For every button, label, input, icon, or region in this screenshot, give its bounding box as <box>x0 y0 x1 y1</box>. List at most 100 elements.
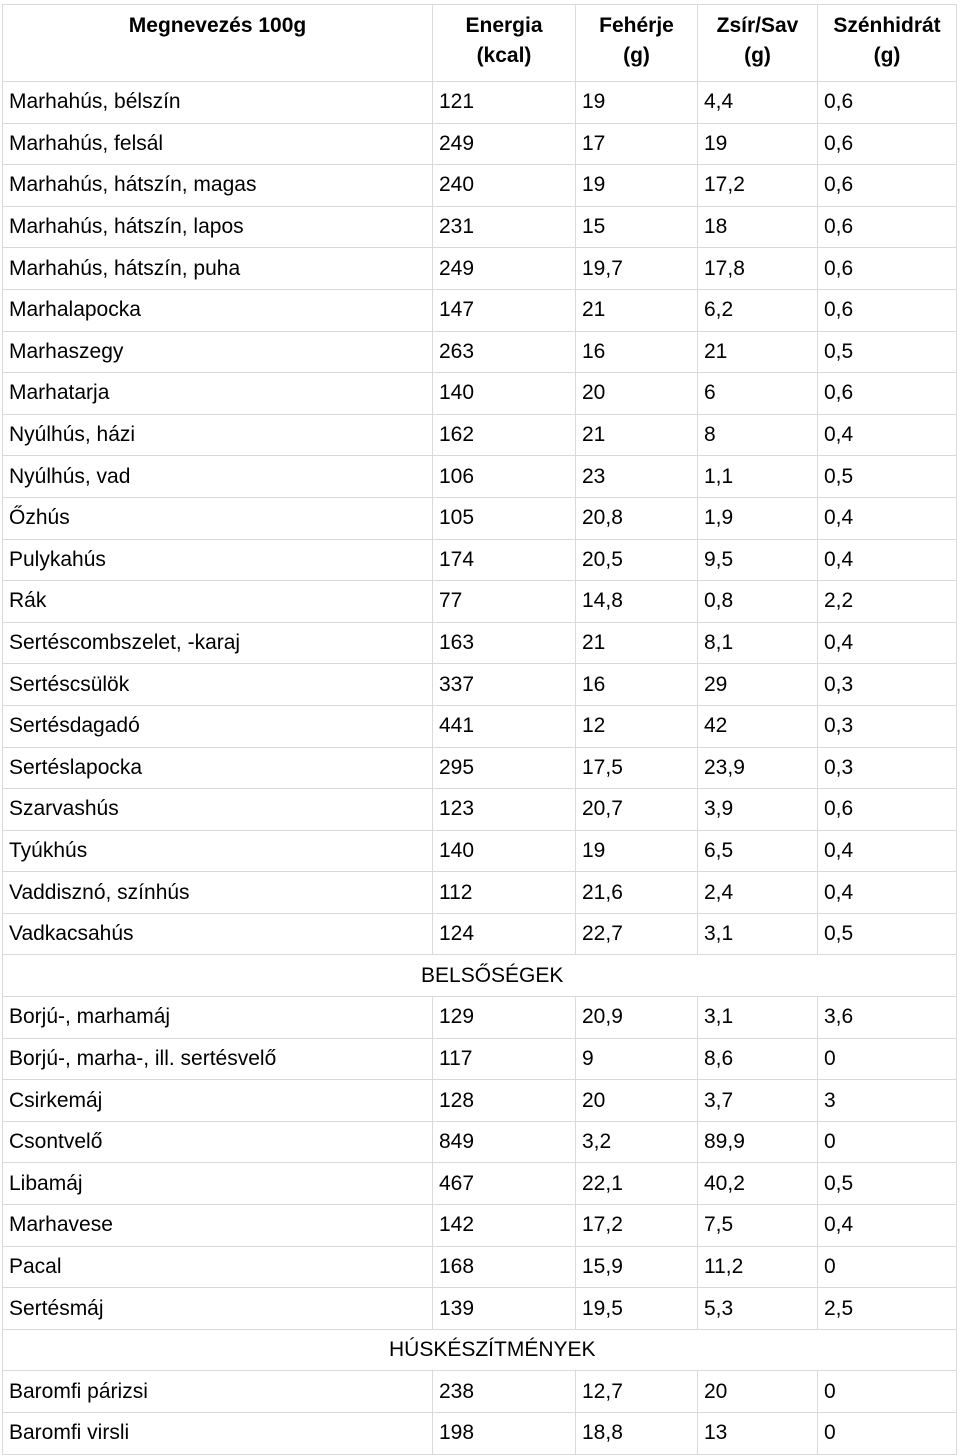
table-row: Csontvelő 849 3,2 89,9 0 <box>2 1120 957 1164</box>
header-carbohydrate: Szénhidrát (g) <box>817 4 957 82</box>
cell-energy: 123 <box>432 788 576 831</box>
table-header: Megnevezés 100g Energia (kcal) Fehérje (g)… <box>2 4 957 82</box>
nutrition-table: Megnevezés 100g Energia (kcal) Fehérje (g)… <box>2 4 957 1455</box>
cell-fat: 89,9 <box>697 1120 818 1164</box>
cell-energy: 121 <box>432 81 576 124</box>
cell-carbohydrate: 0,6 <box>817 788 957 831</box>
table-row: Sertésdagadó 441 12 42 0,3 <box>2 704 957 748</box>
cell-energy: 174 <box>432 538 576 582</box>
cell-protein: 12 <box>575 704 698 748</box>
cell-carbohydrate: 0,6 <box>817 372 957 415</box>
cell-protein: 16 <box>575 663 698 706</box>
cell-fat: 19 <box>697 122 818 166</box>
cell-carbohydrate: 0,4 <box>817 496 957 540</box>
cell-protein: 20,9 <box>575 996 698 1039</box>
cell-carbohydrate: 0,6 <box>817 288 957 332</box>
cell-name: Marhatarja <box>2 372 433 415</box>
cell-carbohydrate: 0,6 <box>817 205 957 249</box>
cell-carbohydrate: 0 <box>817 1037 957 1081</box>
cell-name: Vaddisznó, színhús <box>2 871 433 914</box>
table-row: Marhahús, bélszín 121 19 4,4 0,6 <box>2 81 957 124</box>
cell-protein: 20 <box>575 372 698 415</box>
cell-fat: 7,5 <box>697 1204 818 1247</box>
cell-name: Marhalapocka <box>2 288 433 332</box>
cell-carbohydrate: 0 <box>817 1245 957 1289</box>
cell-carbohydrate: 0,5 <box>817 1162 957 1206</box>
cell-energy: 140 <box>432 829 576 873</box>
cell-carbohydrate: 0,3 <box>817 663 957 706</box>
table-row: Sertésmáj 139 19,5 5,3 2,5 <box>2 1287 957 1330</box>
table-row: Libamáj 467 22,1 40,2 0,5 <box>2 1162 957 1206</box>
cell-fat: 3,1 <box>697 996 818 1039</box>
cell-energy: 467 <box>432 1162 576 1206</box>
section-label: BELSŐSÉGEK <box>421 963 564 987</box>
cell-fat: 4,4 <box>697 81 818 124</box>
cell-protein: 23 <box>575 455 698 498</box>
cell-name: Csirkemáj <box>2 1079 433 1122</box>
section-label: HÚSKÉSZÍTMÉNYEK <box>389 1338 596 1362</box>
cell-energy: 249 <box>432 122 576 166</box>
cell-carbohydrate: 3,6 <box>817 996 957 1039</box>
table-row: Tyúkhús 140 19 6,5 0,4 <box>2 829 957 873</box>
cell-carbohydrate: 2,5 <box>817 1287 957 1330</box>
cell-energy: 231 <box>432 205 576 249</box>
cell-energy: 337 <box>432 663 576 706</box>
cell-fat: 8,1 <box>697 621 818 665</box>
cell-name: Pacal <box>2 1245 433 1289</box>
cell-energy: 106 <box>432 455 576 498</box>
cell-protein: 20,7 <box>575 788 698 831</box>
cell-protein: 21,6 <box>575 871 698 914</box>
header-fat: Zsír/Sav (g) <box>697 4 818 82</box>
cell-name: Csontvelő <box>2 1120 433 1164</box>
cell-carbohydrate: 0,3 <box>817 746 957 790</box>
cell-name: Tyúkhús <box>2 829 433 873</box>
table-row: Marhahús, felsál 249 17 19 0,6 <box>2 122 957 166</box>
cell-protein: 22,1 <box>575 1162 698 1206</box>
header-fat-line2: (g) <box>744 44 771 67</box>
table-row: Sertéslapocka 295 17,5 23,9 0,3 <box>2 746 957 790</box>
cell-energy: 147 <box>432 288 576 332</box>
header-protein: Fehérje (g) <box>575 4 698 82</box>
cell-energy: 117 <box>432 1037 576 1081</box>
cell-fat: 3,7 <box>697 1079 818 1122</box>
cell-name: Szarvashús <box>2 788 433 831</box>
table-row: Marhaszegy 263 16 21 0,5 <box>2 330 957 374</box>
cell-energy: 129 <box>432 996 576 1039</box>
cell-fat: 40,2 <box>697 1162 818 1206</box>
table-row: Marhahús, hátszín, puha 249 19,7 17,8 0,6 <box>2 247 957 290</box>
header-energy-line1: Energia <box>465 14 543 37</box>
cell-fat: 11,2 <box>697 1245 818 1289</box>
cell-fat: 0,8 <box>697 580 818 623</box>
cell-protein: 22,7 <box>575 912 698 956</box>
table-row: Vaddisznó, színhús 112 21,6 2,4 0,4 <box>2 871 957 914</box>
cell-carbohydrate: 0 <box>817 1370 957 1413</box>
cell-name: Marhahús, hátszín, magas <box>2 164 433 207</box>
table-row: Nyúlhús, vad 106 23 1,1 0,5 <box>2 455 957 498</box>
cell-fat: 6,5 <box>697 829 818 873</box>
cell-carbohydrate: 3 <box>817 1079 957 1122</box>
table-row: Szarvashús 123 20,7 3,9 0,6 <box>2 788 957 831</box>
cell-fat: 1,9 <box>697 496 818 540</box>
table-body: Marhahús, bélszín 121 19 4,4 0,6 Marhahús, fe… <box>2 81 957 1455</box>
cell-energy: 142 <box>432 1204 576 1247</box>
cell-protein: 14,8 <box>575 580 698 623</box>
table-row: Baromfi párizsi 238 12,7 20 0 <box>2 1370 957 1413</box>
cell-carbohydrate: 0,6 <box>817 164 957 207</box>
cell-name: Marhavese <box>2 1204 433 1247</box>
cell-carbohydrate: 0,4 <box>817 1204 957 1247</box>
table-row: Nyúlhús, házi 162 21 8 0,4 <box>2 413 957 457</box>
cell-name: Nyúlhús, vad <box>2 455 433 498</box>
cell-fat: 13 <box>697 1412 818 1455</box>
header-name: Megnevezés 100g <box>2 4 433 82</box>
cell-name: Marhaszegy <box>2 330 433 374</box>
table-row: Vadkacsahús 124 22,7 3,1 0,5 <box>2 912 957 956</box>
cell-fat: 8,6 <box>697 1037 818 1081</box>
table-row: Rák 77 14,8 0,8 2,2 <box>2 580 957 623</box>
section-row: BELSŐSÉGEK <box>2 954 957 998</box>
table-row: Baromfi virsli 198 18,8 13 0 <box>2 1412 957 1455</box>
cell-name: Sertéscsülök <box>2 663 433 706</box>
table-row: Csirkemáj 128 20 3,7 3 <box>2 1079 957 1122</box>
cell-fat: 2,4 <box>697 871 818 914</box>
table-row: Marhahús, hátszín, lapos 231 15 18 0,6 <box>2 205 957 249</box>
cell-energy: 139 <box>432 1287 576 1330</box>
